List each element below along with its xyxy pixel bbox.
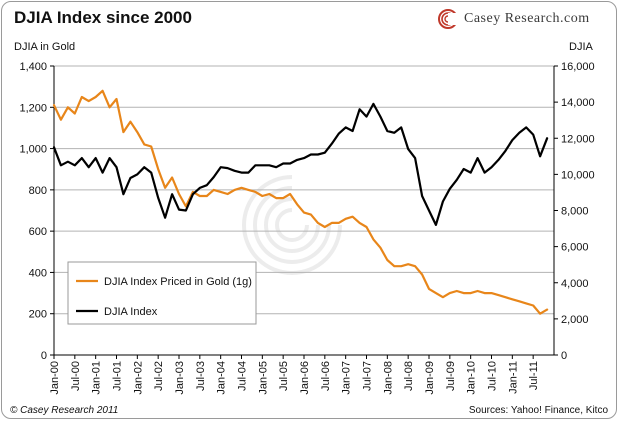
left-tick-label: 200 xyxy=(29,309,47,321)
x-tick-label: Jan-00 xyxy=(49,361,61,395)
right-tick-label: 8,000 xyxy=(561,206,589,218)
right-tick-label: 6,000 xyxy=(561,242,589,254)
x-tick-label: Jul-06 xyxy=(320,361,332,391)
x-tick-label: Jul-10 xyxy=(487,361,499,391)
x-tick-label: Jan-02 xyxy=(132,361,144,395)
x-tick-label: Jan-06 xyxy=(299,361,311,395)
x-tick-label: Jan-04 xyxy=(216,361,228,395)
copyright-note: © Casey Research 2011 xyxy=(10,405,119,416)
right-tick-label: 16,000 xyxy=(561,61,595,73)
x-tick-label: Jan-10 xyxy=(466,361,478,395)
left-tick-label: 1,000 xyxy=(19,144,47,156)
series-line-djia-in-gold xyxy=(52,89,549,315)
series-line-djia xyxy=(52,102,549,226)
left-tick-label: 400 xyxy=(29,267,47,279)
right-tick-label: 12,000 xyxy=(561,133,595,145)
brand[interactable]: Casey Research.com xyxy=(438,8,608,30)
x-tick-label: Jan-07 xyxy=(341,361,353,395)
page-title: DJIA Index since 2000 xyxy=(14,8,192,27)
legend-label-gold: DJIA Index Priced in Gold (1g) xyxy=(104,276,252,288)
casey-research-logo-icon xyxy=(438,9,458,29)
right-tick-label: 0 xyxy=(561,350,567,362)
x-tick-label: Jul-01 xyxy=(112,361,124,391)
x-tick-label: Jan-08 xyxy=(382,361,394,395)
left-tick-label: 0 xyxy=(41,350,47,362)
x-tick-label: Jan-01 xyxy=(91,361,103,395)
x-tick-label: Jul-05 xyxy=(278,361,290,391)
x-tick-label: Jan-05 xyxy=(257,361,269,395)
right-axis-label: DJIA xyxy=(569,41,593,53)
x-tick-label: Jul-02 xyxy=(153,361,165,391)
x-tick-label: Jul-07 xyxy=(362,361,374,391)
x-tick-label: Jul-03 xyxy=(195,361,207,391)
legend: DJIA Index Priced in Gold (1g) DJIA Inde… xyxy=(67,261,257,325)
right-tick-label: 10,000 xyxy=(561,169,595,181)
left-axis-label: DJIA in Gold xyxy=(14,41,76,53)
left-tick-label: 1,400 xyxy=(19,61,47,73)
x-tick-label: Jan-09 xyxy=(424,361,436,395)
x-tick-label: Jan-11 xyxy=(507,361,519,394)
x-tick-label: Jul-04 xyxy=(237,361,249,391)
left-tick-label: 1,200 xyxy=(19,102,47,114)
right-tick-label: 2,000 xyxy=(561,314,589,326)
brand-name: Casey Research.com xyxy=(464,11,590,26)
right-tick-label: 4,000 xyxy=(561,278,589,290)
x-tick-label: Jan-03 xyxy=(174,361,186,395)
x-tick-label: Jul-09 xyxy=(445,361,457,391)
x-tick-label: Jul-08 xyxy=(403,361,415,391)
sources-note: Sources: Yahoo! Finance, Kitco xyxy=(468,405,608,416)
legend-label-djia: DJIA Index xyxy=(104,306,158,318)
watermark-logo xyxy=(242,170,352,275)
x-tick-label: Jul-11 xyxy=(528,361,540,390)
x-tick-label: Jul-00 xyxy=(70,361,82,391)
left-tick-label: 800 xyxy=(29,185,47,197)
right-tick-label: 14,000 xyxy=(561,97,595,109)
left-tick-label: 600 xyxy=(29,226,47,238)
